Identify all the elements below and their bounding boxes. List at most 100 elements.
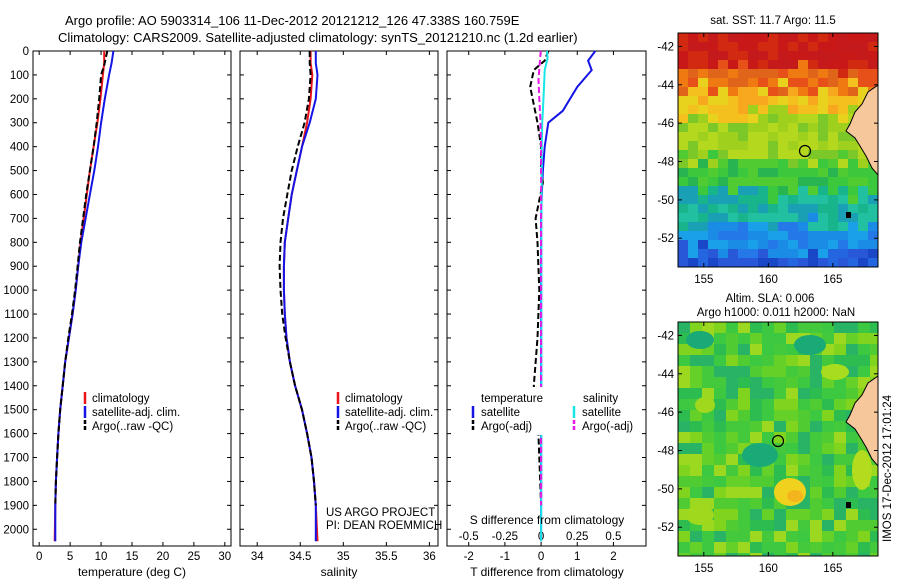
sst-cell bbox=[838, 141, 848, 150]
sla-island bbox=[846, 502, 851, 508]
lat-tick-label: -52 bbox=[657, 522, 674, 534]
sla-cell bbox=[738, 476, 750, 487]
sla-cell bbox=[786, 344, 798, 355]
sla-cell bbox=[690, 531, 702, 542]
sst-cell bbox=[858, 33, 868, 42]
sla-cell bbox=[690, 443, 702, 454]
sla-cell bbox=[690, 432, 702, 443]
sst-cell bbox=[708, 60, 718, 69]
sst-cell bbox=[678, 51, 688, 60]
sst-cell bbox=[778, 213, 788, 222]
sla-cell bbox=[738, 344, 750, 355]
sla-cell bbox=[822, 443, 834, 454]
sla-cell bbox=[678, 520, 690, 531]
sla-cell bbox=[810, 355, 822, 366]
sst-cell bbox=[858, 78, 868, 87]
sla-cell bbox=[702, 377, 714, 388]
sst-cell bbox=[768, 249, 778, 258]
sla-cell bbox=[774, 410, 786, 421]
sst-cell bbox=[728, 222, 738, 231]
sst-cell bbox=[678, 114, 688, 123]
sst-cell bbox=[718, 195, 728, 204]
sst-cell bbox=[838, 132, 848, 141]
sla-cell bbox=[858, 333, 870, 344]
sst-cell bbox=[738, 33, 748, 42]
sst-land bbox=[845, 84, 878, 176]
sla-cell bbox=[750, 388, 762, 399]
sla-cell bbox=[774, 421, 786, 432]
sst-cell bbox=[738, 213, 748, 222]
sst-cell bbox=[798, 177, 808, 186]
sla-cell bbox=[726, 498, 738, 509]
sst-cell bbox=[728, 195, 738, 204]
sst-cell bbox=[718, 231, 728, 240]
sst-cell bbox=[728, 60, 738, 69]
sla-cell bbox=[726, 553, 738, 556]
sst-cell bbox=[788, 69, 798, 78]
sla-cell bbox=[738, 333, 750, 344]
x-tick-label: 5 bbox=[67, 551, 73, 563]
sla-cell bbox=[690, 487, 702, 498]
sst-cell bbox=[818, 105, 828, 114]
sla-cell bbox=[870, 344, 878, 355]
sst-cell bbox=[868, 177, 878, 186]
sst-cell bbox=[768, 258, 778, 267]
sst-cell bbox=[758, 51, 768, 60]
sla-cell bbox=[762, 377, 774, 388]
sla-cell bbox=[762, 366, 774, 377]
sla-cell bbox=[726, 421, 738, 432]
sla-cell bbox=[714, 454, 726, 465]
sst-cell bbox=[748, 204, 758, 213]
sst-cell bbox=[788, 249, 798, 258]
sst-cell bbox=[818, 141, 828, 150]
sst-cell bbox=[798, 51, 808, 60]
sla-cell bbox=[822, 520, 834, 531]
sla-map-frame bbox=[677, 321, 879, 557]
sst-cell bbox=[848, 213, 858, 222]
sst-cell bbox=[868, 213, 878, 222]
sst-cell bbox=[858, 222, 868, 231]
sla-cell bbox=[858, 520, 870, 531]
sst-cell bbox=[688, 78, 698, 87]
sla-cell bbox=[870, 355, 878, 366]
sla-cell bbox=[726, 366, 738, 377]
sst-cell bbox=[838, 231, 848, 240]
sst-cell bbox=[858, 96, 868, 105]
sst-cell bbox=[808, 141, 818, 150]
sla-cell bbox=[702, 531, 714, 542]
difference-x-ticks: -2 -1 0 1 2 bbox=[464, 51, 617, 563]
sst-cell bbox=[848, 42, 858, 51]
sst-cell bbox=[768, 204, 778, 213]
sla-cell bbox=[678, 388, 690, 399]
sst-cell bbox=[688, 195, 698, 204]
sst-cell bbox=[848, 159, 858, 168]
sla-cell bbox=[834, 531, 846, 542]
sst-cell bbox=[718, 141, 728, 150]
sst-cell bbox=[728, 231, 738, 240]
legend-label-sal-satellite: satellite bbox=[582, 407, 621, 419]
sla-cell bbox=[810, 454, 822, 465]
sst-cell bbox=[788, 96, 798, 105]
sla-cell bbox=[714, 355, 726, 366]
sla-cell bbox=[858, 377, 870, 388]
sla-cell bbox=[690, 498, 702, 509]
sla-cell bbox=[702, 520, 714, 531]
depth-tick-label: 1000 bbox=[3, 285, 29, 297]
sst-cell bbox=[838, 177, 848, 186]
sst-cell bbox=[778, 222, 788, 231]
sla-cell bbox=[750, 399, 762, 410]
top-x-tick-label: 0.5 bbox=[605, 531, 621, 543]
sla-cell bbox=[714, 366, 726, 377]
sst-cell bbox=[828, 258, 838, 267]
sla-cell bbox=[750, 465, 762, 476]
sst-cell bbox=[698, 222, 708, 231]
sst-cell bbox=[678, 222, 688, 231]
sla-cell bbox=[774, 520, 786, 531]
sst-cell bbox=[688, 96, 698, 105]
sst-cell bbox=[688, 231, 698, 240]
sst-cell bbox=[848, 186, 858, 195]
sst-cell bbox=[738, 231, 748, 240]
sst-cell bbox=[678, 186, 688, 195]
sst-cell bbox=[678, 69, 688, 78]
sla-anomaly-blob bbox=[686, 331, 714, 349]
